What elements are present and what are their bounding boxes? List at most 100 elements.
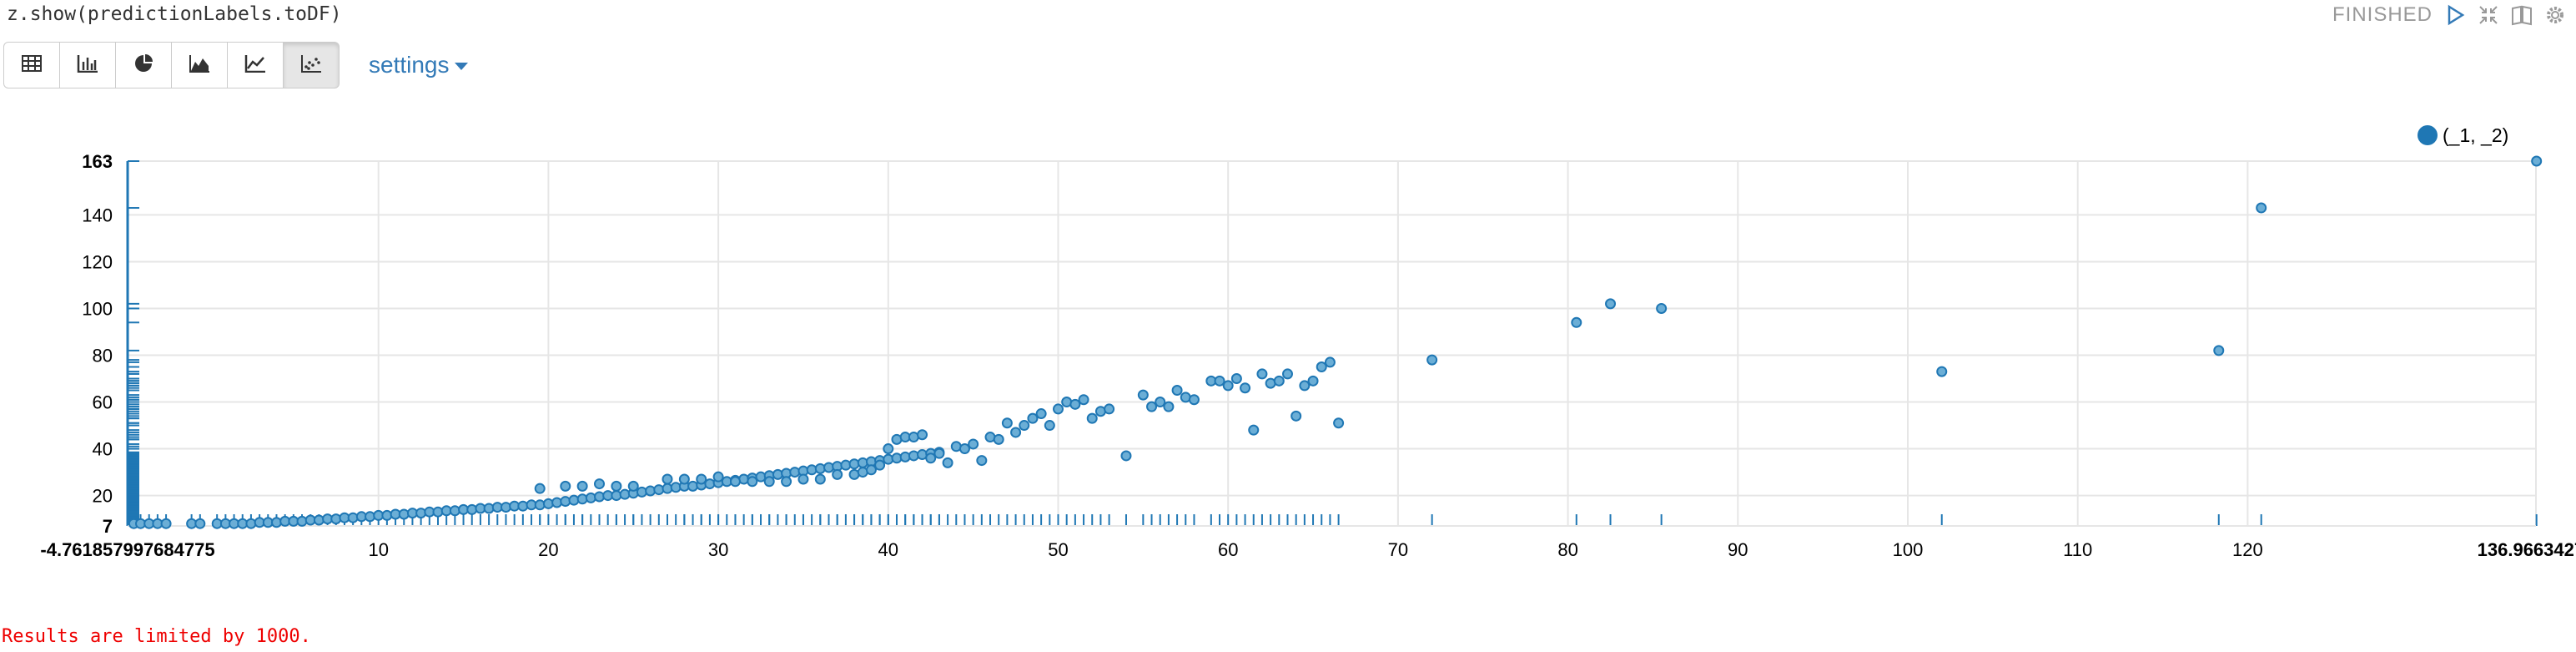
scatter-point	[2531, 155, 2543, 167]
y-tick-label: 120	[82, 251, 113, 272]
x-tick-label: 110	[2063, 539, 2092, 560]
scatter-point	[883, 443, 894, 455]
caret-down-icon	[454, 63, 468, 71]
pie-chart-icon	[133, 53, 153, 78]
scatter-point	[1019, 420, 1030, 432]
bar-chart-icon	[77, 54, 98, 77]
scatter-point	[611, 480, 622, 492]
x-tick-label: 50	[1048, 539, 1068, 560]
scatter-point	[1044, 420, 1055, 432]
chart-grid	[128, 160, 2537, 526]
result-limit-note: Results are limited by 1000.	[2, 626, 311, 647]
scatter-point	[1027, 412, 1039, 424]
scatter-point	[1248, 424, 1260, 436]
x-tick-label: 100	[1893, 539, 1924, 560]
collapse-icon[interactable]	[2478, 4, 2499, 26]
area-chart-button[interactable]	[171, 42, 228, 88]
scatter-point	[763, 476, 775, 488]
line-chart-button[interactable]	[227, 42, 284, 88]
scatter-point	[1316, 361, 1327, 373]
scatter-point	[781, 476, 792, 488]
gear-icon[interactable]	[2544, 4, 2566, 26]
scatter-point	[1146, 401, 1158, 412]
scatter-point	[576, 480, 588, 492]
y-tick-label: 80	[93, 346, 113, 366]
pie-chart-button[interactable]	[115, 42, 172, 88]
scatter-point	[993, 433, 1004, 445]
scatter-point	[925, 452, 937, 464]
status-label: FINISHED	[2332, 3, 2433, 26]
scatter-chart-button[interactable]	[283, 42, 340, 88]
paragraph-controls: FINISHED	[2332, 3, 2566, 27]
scatter-point	[1086, 412, 1098, 424]
scatter-point	[1171, 385, 1183, 397]
scatter-point	[160, 518, 172, 529]
scatter-point	[1240, 382, 1251, 394]
x-tick-label: 90	[1728, 539, 1748, 560]
legend-label: (_1, _2)	[2443, 124, 2508, 146]
line-chart-icon	[244, 54, 266, 77]
scatter-point	[942, 457, 953, 468]
scatter-point	[1035, 408, 1047, 420]
x-tick-label: 120	[2232, 539, 2263, 560]
x-tick-label: 40	[878, 539, 898, 560]
x-tick-label: 30	[708, 539, 728, 560]
scatter-point	[865, 464, 877, 476]
scatter-point	[1333, 417, 1345, 429]
scatter-point	[194, 518, 206, 529]
y-tick-label: 20	[93, 486, 113, 507]
scatter-point	[1155, 397, 1166, 408]
scatter-point	[968, 438, 979, 450]
scatter-point	[729, 476, 741, 488]
scatter-point	[1137, 389, 1149, 401]
scatter-point	[2256, 202, 2267, 214]
scatter-point	[917, 429, 928, 441]
area-chart-icon	[189, 54, 210, 77]
scatter-point	[1222, 380, 1234, 392]
scatter-point	[958, 443, 970, 455]
scatter-point	[1299, 380, 1311, 392]
scatter-point	[678, 473, 690, 485]
scatter-point	[560, 480, 571, 492]
scatter-point	[747, 476, 758, 488]
scatter-point	[627, 480, 639, 492]
scatter-point	[1426, 354, 1438, 366]
scatter-point	[1120, 450, 1132, 462]
scatter-point	[534, 483, 546, 494]
book-icon[interactable]	[2511, 4, 2533, 26]
scatter-point	[1214, 375, 1225, 387]
scatter-point	[814, 473, 826, 485]
scatter-point	[1163, 401, 1175, 412]
legend-marker	[2418, 125, 2438, 145]
paragraph-code[interactable]: z.show(predictionLabels.toDF)	[7, 3, 342, 25]
scatter-point	[1230, 373, 1242, 385]
scatter-point	[1605, 298, 1617, 310]
scatter-point	[1273, 375, 1285, 387]
scatter-point	[797, 473, 809, 485]
table-view-button[interactable]	[3, 42, 60, 88]
settings-dropdown[interactable]: settings	[369, 52, 468, 78]
scatter-chart-icon	[300, 54, 322, 77]
scatter-point	[1324, 356, 1336, 368]
x-tick-label: 10	[368, 539, 388, 560]
x-min-label: -4.761857997684775	[40, 539, 214, 560]
scatter-point	[696, 473, 707, 485]
x-tick-label: 80	[1557, 539, 1577, 560]
run-icon[interactable]	[2444, 4, 2466, 26]
scatter-point	[662, 473, 673, 485]
scatter-point	[594, 478, 606, 490]
y-tick-label: 40	[93, 439, 113, 460]
scatter-point	[1010, 427, 1022, 438]
bar-chart-button[interactable]	[59, 42, 116, 88]
x-tick-label: 20	[538, 539, 558, 560]
chart-axes: 10 20 30 40 50 60 70 80 90 100 110 120 -4.7618579976…	[40, 151, 2576, 560]
scatter-point	[1656, 302, 1668, 314]
chart-rug-marks	[128, 160, 2538, 526]
settings-label: settings	[369, 52, 450, 78]
scatter-chart: 10 20 30 40 50 60 70 80 90 100 110 120 -4.7618579976…	[40, 124, 2576, 560]
scatter-point	[1571, 316, 1582, 328]
scatter-point	[1069, 398, 1081, 410]
scatter-point	[1281, 368, 1293, 380]
y-tick-label: 100	[82, 298, 113, 319]
scatter-point	[1307, 375, 1319, 387]
